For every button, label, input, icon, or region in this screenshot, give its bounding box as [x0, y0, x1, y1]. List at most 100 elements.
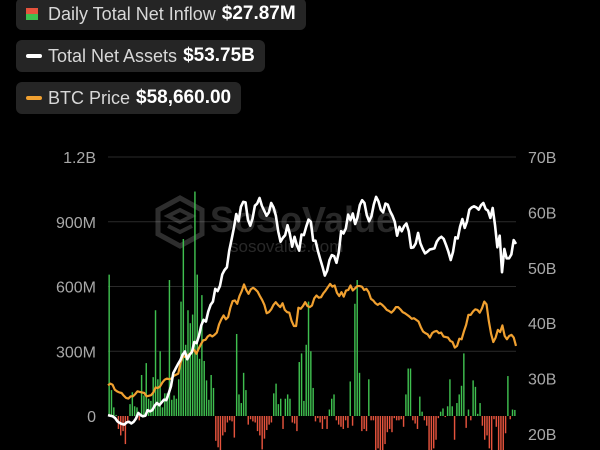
inflow-bar — [293, 416, 296, 424]
inflow-bar — [361, 416, 363, 432]
legend-inflow-value: $27.87M — [221, 3, 296, 24]
inflow-bar — [423, 416, 426, 421]
inflow-bar — [259, 416, 261, 436]
inflow-bar — [305, 344, 307, 416]
inflow-bar — [356, 280, 358, 416]
inflow-bar — [120, 416, 122, 436]
inflow-bar — [273, 393, 275, 416]
inflow-bar — [384, 416, 386, 445]
legend-daily-net-inflow[interactable]: Daily Total Net Inflow $27.87M — [16, 0, 306, 30]
inflow-bar — [231, 416, 233, 422]
inflow-bar — [215, 416, 217, 441]
left-tick-label: 600M — [56, 280, 96, 297]
inflow-bar — [442, 408, 444, 416]
inflow-bar — [222, 416, 224, 436]
inflow-bar — [131, 392, 134, 416]
inflow-bar — [140, 374, 143, 416]
inflow-bar — [458, 394, 460, 416]
legend-inflow-label: Daily Total Net Inflow — [48, 3, 216, 24]
inflow-bar — [379, 416, 382, 450]
legend-btc-price[interactable]: BTC Price $58,660.00 — [16, 82, 242, 114]
inflow-bar — [451, 406, 453, 416]
inflow-bar — [381, 416, 384, 450]
inflow-bar — [370, 416, 372, 421]
inflow-bar — [416, 416, 419, 429]
inflow-bar — [409, 368, 412, 416]
right-axis: 20B 30B 40B 50B 60B 70B — [528, 150, 556, 444]
inflow-bar — [465, 416, 467, 428]
inflow-bar — [342, 416, 345, 429]
inflow-bar — [495, 416, 498, 427]
inflow-bar — [235, 333, 238, 416]
inflow-bar — [205, 380, 208, 416]
legend-total-net-assets[interactable]: Total Net Assets $53.75B — [16, 40, 265, 72]
inflow-bar — [321, 416, 324, 429]
inflow-bar — [330, 398, 333, 416]
inflow-bar — [326, 416, 328, 429]
inflow-bar — [175, 398, 178, 416]
inflow-bar — [196, 274, 198, 416]
inflow-bar — [368, 379, 370, 416]
inflow-bar — [426, 416, 428, 426]
inflow-bar — [198, 358, 201, 416]
inflow-bar — [347, 416, 349, 428]
inflow-bar — [377, 416, 379, 449]
inflow-bar — [224, 416, 226, 433]
inflow-bar — [208, 399, 210, 416]
inflow-bar — [284, 398, 287, 416]
inflow-bar — [481, 416, 484, 426]
inflow-bar — [428, 416, 430, 450]
inflow-bar — [108, 274, 110, 416]
inflow-bar — [446, 406, 449, 416]
inflow-bar — [177, 379, 180, 416]
inflow-bar — [110, 390, 113, 416]
inflow-bar — [344, 416, 347, 421]
inflow-bar — [474, 386, 477, 416]
inflow-bar — [358, 372, 361, 416]
inflow-bar — [324, 416, 326, 420]
inflow-bar — [247, 416, 249, 425]
inflow-bar — [219, 416, 222, 450]
inflow-bar — [405, 394, 407, 416]
inflow-bar — [430, 416, 433, 450]
inflow-swatch-icon — [26, 8, 38, 20]
inflow-bar — [289, 398, 291, 416]
inflow-bar — [300, 353, 303, 416]
inflow-bar — [268, 416, 270, 425]
inflow-bar — [145, 363, 147, 416]
inflow-bar — [201, 295, 203, 416]
total-net-assets-line — [107, 195, 518, 426]
inflow-bar — [365, 416, 368, 432]
inflow-bar — [456, 403, 458, 416]
left-tick-label: 1.2B — [63, 150, 96, 167]
inflow-bar — [372, 416, 375, 421]
inflow-bar — [296, 416, 298, 432]
inflow-bar — [395, 416, 398, 421]
inflow-bar — [249, 416, 252, 420]
inflow-bar — [238, 394, 240, 416]
inflow-bar — [419, 396, 421, 416]
inflow-bar — [279, 398, 282, 416]
inflow-bar — [184, 344, 187, 416]
right-tick-label: 60B — [528, 205, 556, 222]
inflow-bar — [115, 414, 117, 416]
inflow-bar — [203, 360, 205, 416]
left-tick-label: 0 — [87, 409, 96, 426]
inflow-bar — [386, 416, 389, 433]
inflow-bar — [147, 398, 150, 416]
inflow-bar — [307, 301, 310, 416]
inflow-bar — [154, 310, 157, 416]
legend-btc-label: BTC Price — [48, 87, 131, 108]
inflow-bar — [152, 377, 154, 416]
inflow-bar — [168, 280, 171, 416]
inflow-bar — [328, 409, 331, 416]
inflow-bar — [261, 416, 263, 450]
inflow-bar — [414, 416, 416, 424]
inflow-bar — [310, 351, 312, 416]
right-tick-label: 70B — [528, 150, 556, 167]
legend-assets-label: Total Net Assets — [48, 45, 178, 66]
btc-line-swatch-icon — [26, 96, 42, 100]
inflow-bar — [449, 379, 451, 416]
inflow-bar — [256, 416, 259, 432]
